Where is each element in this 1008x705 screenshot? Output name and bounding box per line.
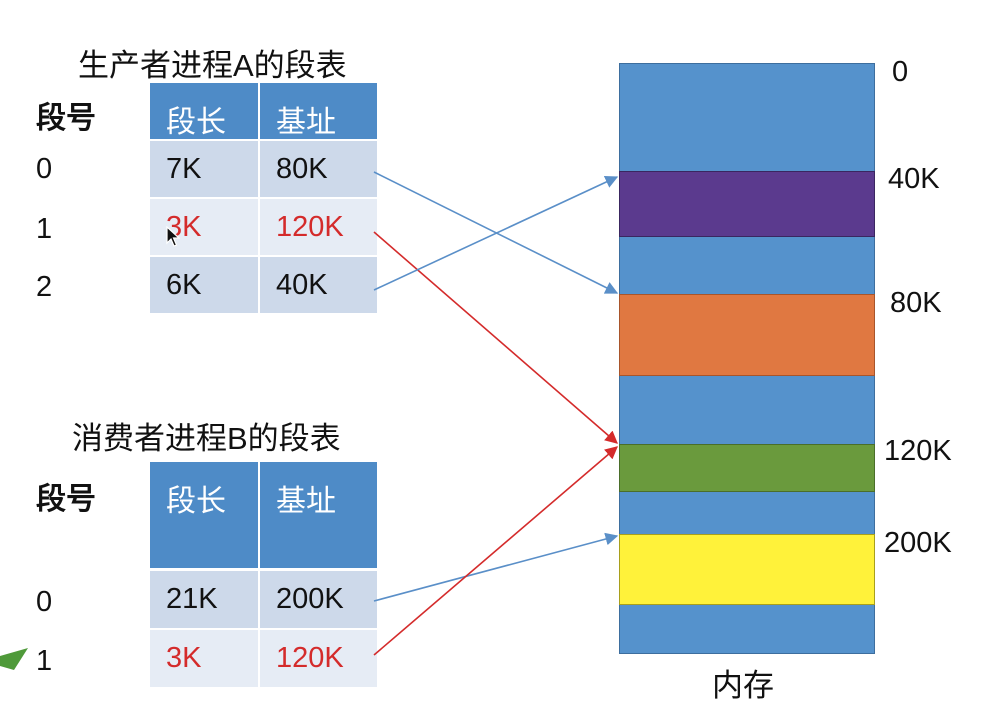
table-a-base-1: 120K xyxy=(260,199,377,255)
table-b-base-0: 200K xyxy=(260,571,377,628)
table-b-seg-header: 段号 xyxy=(36,483,96,516)
table-a-col-base: 基址 xyxy=(260,83,377,139)
memory-segment-80k xyxy=(619,294,875,376)
memory-address-40k: 40K xyxy=(888,163,940,195)
memory-address-80k: 80K xyxy=(890,287,942,319)
memory-label: 内存 xyxy=(712,668,774,703)
slide-pointer-icon xyxy=(0,648,28,670)
memory-segment-200k xyxy=(619,534,875,605)
table-b-col-length: 段长 xyxy=(150,462,258,568)
table-b-seg-1: 1 xyxy=(36,645,53,677)
table-b-base-1: 120K xyxy=(260,630,377,687)
table-a-seg-2: 2 xyxy=(36,271,53,303)
table-a-base-2: 40K xyxy=(260,257,377,313)
table-b-len-1: 3K xyxy=(150,630,258,687)
table-a-title: 生产者进程A的段表 xyxy=(78,48,347,83)
table-a-len-1: 3K xyxy=(150,199,258,255)
table-b-seg-0: 0 xyxy=(36,586,53,618)
table-a-seg-header: 段号 xyxy=(36,102,96,135)
table-a-seg-1: 1 xyxy=(36,213,53,245)
table-b-len-0: 21K xyxy=(150,571,258,628)
table-a-col-length: 段长 xyxy=(150,83,258,139)
mouse-cursor-icon xyxy=(166,226,180,247)
arrow-a2-to-40k xyxy=(373,176,619,291)
arrow-b1-to-120k xyxy=(373,446,618,656)
table-a-seg-0: 0 xyxy=(36,153,53,185)
memory-segment-120k xyxy=(619,444,875,492)
memory-segment-40k xyxy=(619,171,875,237)
memory-address-200k: 200K xyxy=(884,527,952,559)
arrow-a1-to-120k xyxy=(373,231,618,444)
table-a-len-2: 6K xyxy=(150,257,258,313)
arrow-b0-to-200k xyxy=(373,532,619,602)
memory-address-120k: 120K xyxy=(884,435,952,467)
table-a-base-0: 80K xyxy=(260,141,377,197)
table-b-title: 消费者进程B的段表 xyxy=(72,421,341,456)
table-a-len-0: 7K xyxy=(150,141,258,197)
table-b-col-base: 基址 xyxy=(260,462,377,568)
memory-address-0: 0 xyxy=(892,56,909,88)
arrow-a0-to-80k xyxy=(373,171,619,294)
